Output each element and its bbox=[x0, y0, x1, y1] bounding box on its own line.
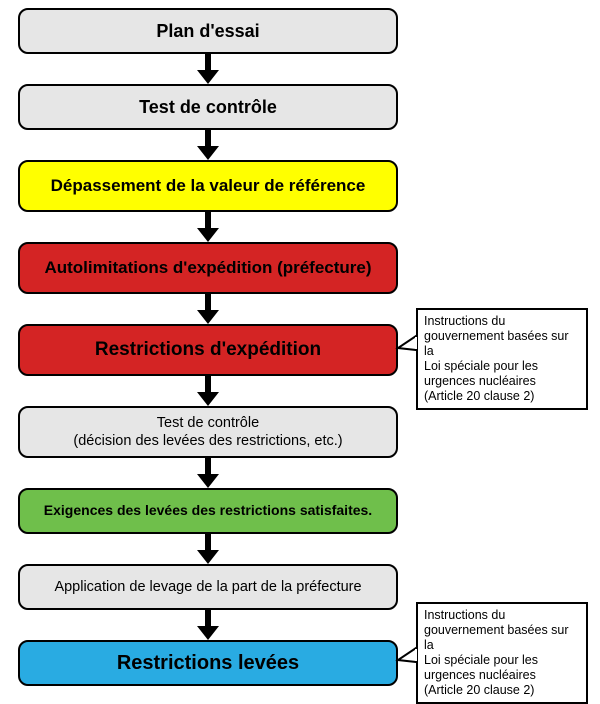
flow-node-n5: Restrictions d'expédition bbox=[18, 324, 398, 376]
flow-arrow bbox=[195, 376, 221, 406]
flow-node-n2: Test de contrôle bbox=[18, 84, 398, 130]
callout-c2: Instructions du gouvernement basées sur … bbox=[416, 602, 588, 704]
flow-node-n8: Application de levage de la part de la p… bbox=[18, 564, 398, 610]
flow-node-label: Exigences des levées des restrictions sa… bbox=[44, 502, 372, 520]
flow-arrow bbox=[195, 458, 221, 488]
flow-node-n4: Autolimitations d'expédition (préfecture… bbox=[18, 242, 398, 294]
flow-node-label: Autolimitations d'expédition (préfecture… bbox=[44, 257, 371, 278]
flow-node-n3: Dépassement de la valeur de référence bbox=[18, 160, 398, 212]
flow-node-label: Plan d'essai bbox=[156, 20, 259, 43]
flow-arrow bbox=[195, 610, 221, 640]
flow-arrow bbox=[195, 54, 221, 84]
flow-node-label: Restrictions d'expédition bbox=[95, 338, 321, 362]
callout-text: Instructions du gouvernement basées sur … bbox=[424, 314, 569, 403]
flow-node-n6: Test de contrôle (décision des levées de… bbox=[18, 406, 398, 458]
flow-arrow bbox=[195, 130, 221, 160]
flow-node-label: Test de contrôle (décision des levées de… bbox=[73, 414, 342, 450]
flow-node-label: Test de contrôle bbox=[139, 96, 277, 119]
flow-arrow bbox=[195, 212, 221, 242]
flow-node-n7: Exigences des levées des restrictions sa… bbox=[18, 488, 398, 534]
flow-arrow bbox=[195, 294, 221, 324]
flow-node-n1: Plan d'essai bbox=[18, 8, 398, 54]
callout-c1: Instructions du gouvernement basées sur … bbox=[416, 308, 588, 410]
flow-node-label: Dépassement de la valeur de référence bbox=[51, 175, 366, 196]
flow-node-label: Restrictions levées bbox=[117, 651, 299, 676]
flow-node-label: Application de levage de la part de la p… bbox=[54, 578, 361, 596]
flowchart-canvas: Plan d'essai Test de contrôle Dépassement … bbox=[8, 8, 592, 676]
flow-node-n9: Restrictions levées bbox=[18, 640, 398, 686]
flow-arrow bbox=[195, 534, 221, 564]
